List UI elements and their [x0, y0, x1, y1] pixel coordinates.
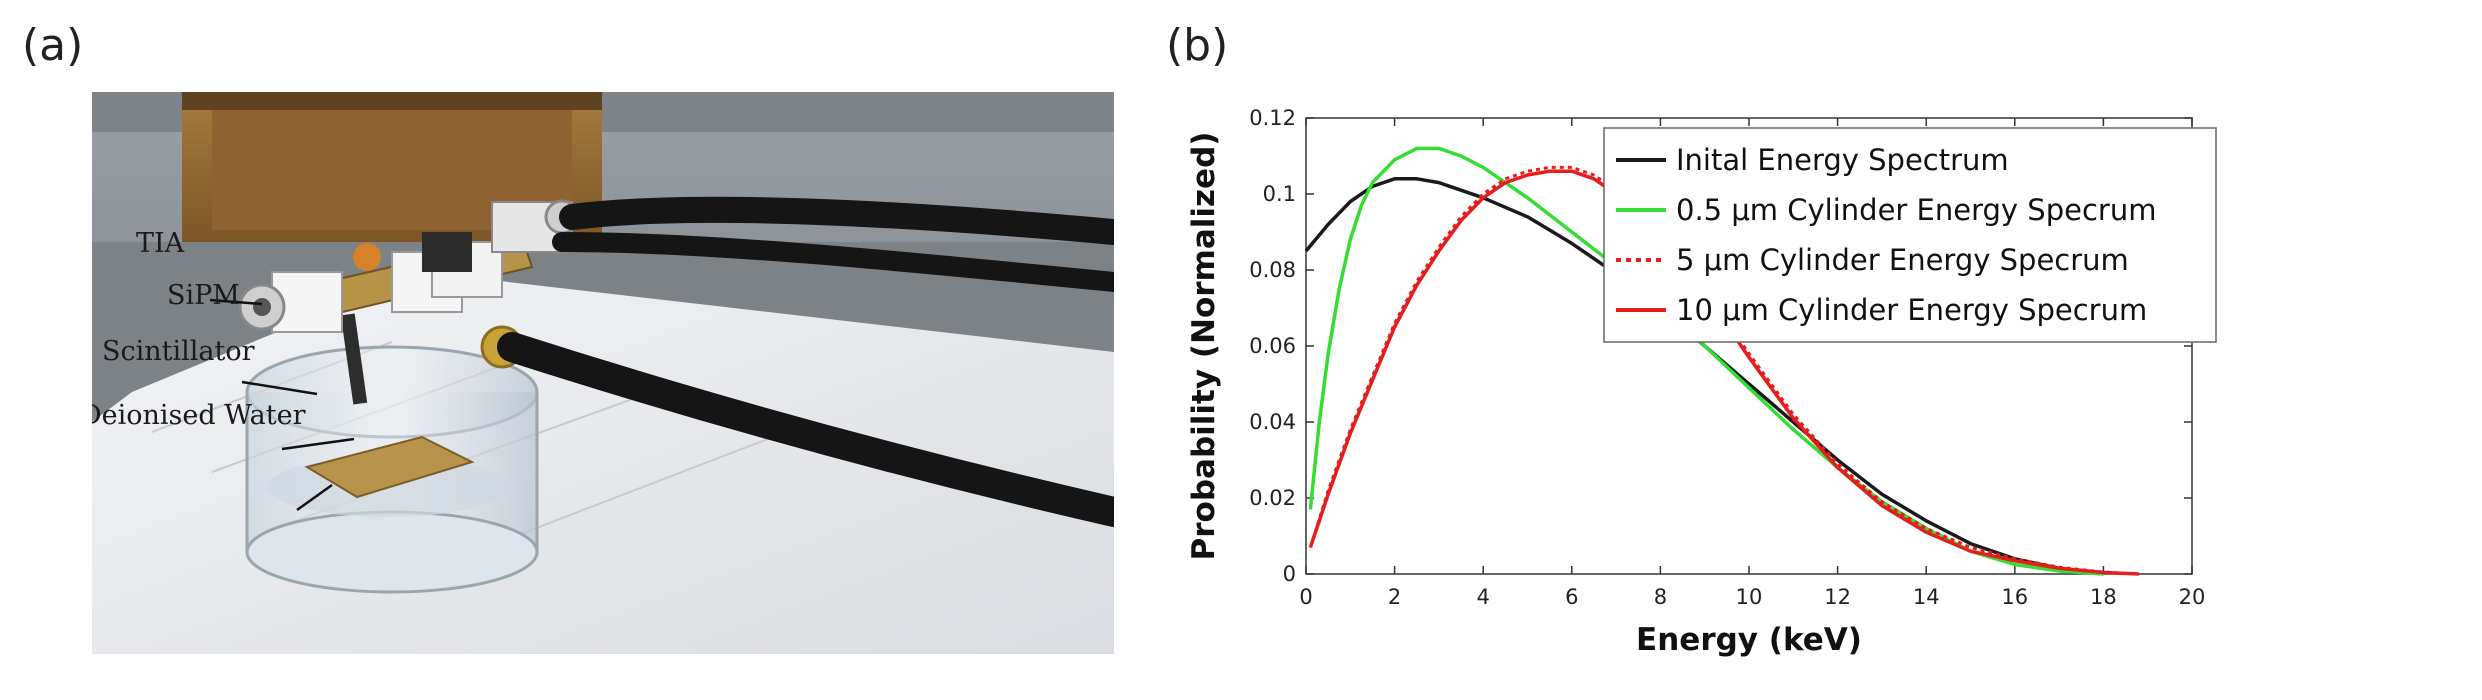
- series-line-2: [1308, 146, 2104, 576]
- energy-spectrum-chart: 0 2 4 6 8 10 12 14 16 18 20 0 0.02 0.04 0.06 0.08 0.1 0.1…: [1186, 106, 2217, 658]
- x-tick-label: 18: [2090, 585, 2117, 609]
- coax-cables: [497, 196, 1114, 527]
- x-tick-label: 12: [1824, 585, 1851, 609]
- label-sipm: SiPM: [167, 280, 240, 311]
- y-axis-title: Probability (Normalized): [1186, 132, 1222, 561]
- legend-box: [1603, 127, 2217, 343]
- legend-label-4: 10 μm Cylinder Energy Specrum: [1676, 293, 2147, 327]
- legend-label-1: Inital Energy Spectrum: [1676, 143, 2009, 177]
- x-tick-label: 0: [1299, 585, 1312, 609]
- label-scintillator: Scintillator: [102, 336, 255, 367]
- legend-label-2: 0.5 μm Cylinder Energy Specrum: [1676, 193, 2156, 227]
- y-tick-label: 0.06: [1249, 334, 1296, 358]
- label-tia: TIA: [136, 228, 185, 259]
- legend-label-3: 5 μm Cylinder Energy Specrum: [1676, 243, 2129, 277]
- series-line-4: [1308, 169, 2139, 576]
- x-tick-label: 8: [1654, 585, 1667, 609]
- x-tick-label: 10: [1736, 585, 1763, 609]
- label-deionised-water: Deionised Water: [92, 400, 306, 431]
- y-tick-label: 0.12: [1249, 106, 1296, 130]
- y-tick-label: 0.04: [1249, 410, 1296, 434]
- panel-a-label: (a): [22, 20, 84, 71]
- y-tick-label: 0.08: [1249, 258, 1296, 282]
- legend: Inital Energy Spectrum 0.5 μm Cylinder En…: [1603, 127, 2217, 343]
- x-tick-label: 20: [2179, 585, 2206, 609]
- setup-photo: TIA SiPM Scintillator Deionised Water: [92, 92, 1114, 654]
- panel-b-label: (b): [1166, 20, 1229, 71]
- x-tick-label: 6: [1565, 585, 1578, 609]
- series-line-3: [1308, 165, 2139, 576]
- sipm-board: [304, 435, 475, 499]
- y-tick-label: 0.02: [1249, 486, 1296, 510]
- x-tick-label: 2: [1388, 585, 1401, 609]
- label-leader-lines: [209, 298, 355, 512]
- x-axis-title: Energy (keV): [1636, 622, 1862, 658]
- y-tick-label: 0.1: [1263, 182, 1296, 206]
- x-tick-label: 4: [1477, 585, 1490, 609]
- x-tick-label: 16: [2001, 585, 2028, 609]
- x-tick-label: 14: [1913, 585, 1940, 609]
- y-tick-label: 0: [1283, 562, 1296, 586]
